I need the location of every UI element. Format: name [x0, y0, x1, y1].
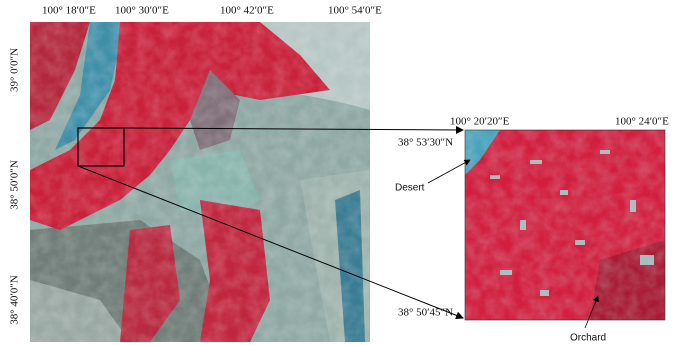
- latitude-label: 38° 50′45″N: [398, 307, 453, 319]
- annotation: Desert: [395, 183, 425, 194]
- latitude-label: 38° 53′30″N: [398, 137, 453, 149]
- longitude-label: 100° 42′0″E: [220, 5, 274, 17]
- annotation-arrow: [428, 160, 470, 183]
- main-image: [30, 22, 370, 342]
- latitude-label: 39° 0′0″N: [9, 48, 21, 92]
- inset-image: [465, 130, 665, 320]
- longitude-label: 100° 20′20″E: [450, 116, 510, 128]
- figure: 100° 18′0″E 100° 30′0″E 100° 42′0″E 100°…: [0, 0, 690, 345]
- latitude-label: 38° 40′0″N: [9, 275, 21, 325]
- latitude-label: 38° 50′0″N: [9, 160, 21, 210]
- longitude-label: 100° 54′0″E: [328, 5, 382, 17]
- longitude-label: 100° 24′0″E: [615, 116, 669, 128]
- annotation: Orchard: [570, 333, 606, 344]
- longitude-label: 100° 30′0″E: [115, 5, 169, 17]
- longitude-label: 100° 18′0″E: [42, 5, 96, 17]
